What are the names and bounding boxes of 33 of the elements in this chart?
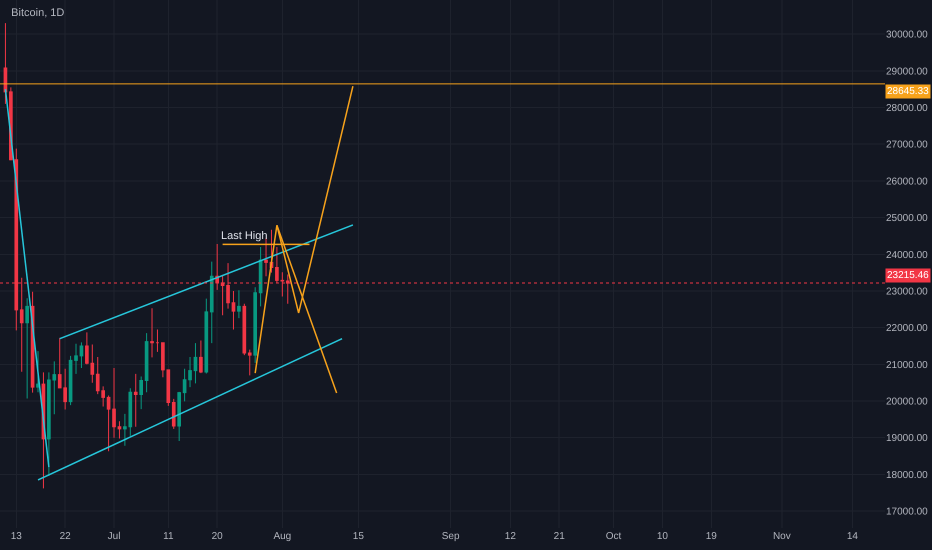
y-tick-label: 25000.00	[886, 213, 928, 224]
x-tick-label: Sep	[442, 531, 460, 542]
annotation: Last High	[221, 230, 268, 242]
x-tick-label: 21	[554, 531, 566, 542]
x-tick-label: Aug	[273, 531, 292, 542]
x-tick-label: Nov	[772, 531, 791, 542]
x-tick-label: Jul	[108, 531, 120, 542]
x-tick-label: 22	[60, 531, 72, 542]
y-tick-label: 28000.00	[886, 103, 928, 114]
y-tick-label: 29000.00	[886, 66, 928, 78]
text: Bitcoin, 1D	[11, 6, 64, 19]
x-tick-label: 15	[352, 531, 364, 542]
x-tick-label: 10	[656, 531, 668, 542]
y-tick-label: 26000.00	[886, 176, 928, 188]
y-tick-label: 21000.00	[886, 360, 928, 371]
x-tick-label: Oct	[606, 531, 622, 542]
x-tick-label: 19	[706, 531, 718, 542]
y-tick-label: 20000.00	[886, 396, 928, 408]
x-tick-label: 13	[10, 531, 22, 542]
y-tick-label: 30000.00	[886, 30, 928, 41]
ref-line-label: 23215.46	[887, 270, 930, 281]
x-tick-label: 20	[212, 531, 224, 542]
ref-line-label: 28645.33	[887, 86, 930, 97]
y-tick-label: 17000.00	[886, 506, 928, 518]
y-tick-label: 19000.00	[886, 433, 928, 444]
x-tick-label: 12	[504, 531, 516, 542]
y-tick-label: 23000.00	[886, 286, 928, 298]
y-tick-label: 18000.00	[886, 470, 928, 481]
x-tick-label: 11	[163, 531, 174, 542]
y-tick-label: 27000.00	[886, 140, 928, 151]
y-tick-label: 24000.00	[886, 250, 928, 261]
x-tick-label: 14	[846, 531, 858, 542]
y-tick-label: 22000.00	[886, 323, 928, 334]
